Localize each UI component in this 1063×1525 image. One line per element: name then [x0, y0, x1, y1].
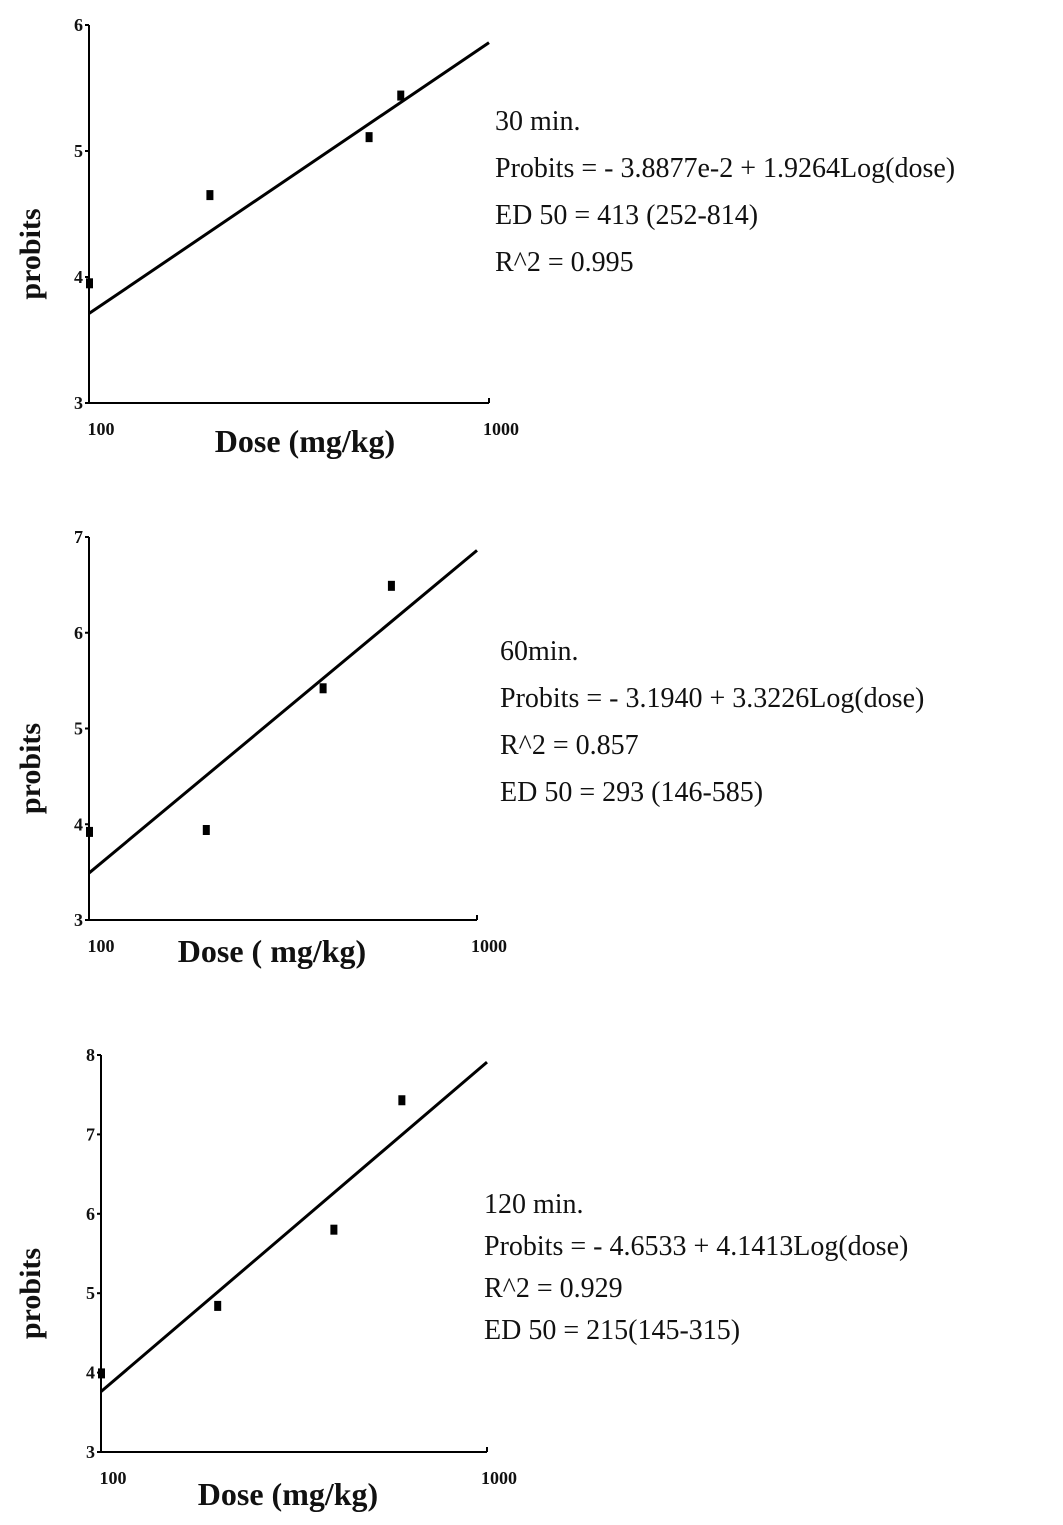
- data-point: [320, 683, 327, 693]
- annotation: 60min.: [500, 636, 579, 667]
- annotation: 120 min.: [484, 1189, 584, 1220]
- y-tick-label: 8: [86, 1045, 95, 1065]
- data-point: [86, 827, 93, 837]
- x-tick-label: 100: [88, 419, 115, 439]
- figure: 3 4 5 6 100 1000 Dose (mg/kg) probits 30 min. Pro…: [0, 0, 1063, 1525]
- annotation: Probits = - 3.8877e-2 + 1.9264Log(dose): [495, 153, 955, 184]
- fit-line: [89, 550, 477, 873]
- data-point: [366, 132, 373, 142]
- page: 3 4 5 6 100 1000 Dose (mg/kg) probits 30 min. Pro…: [0, 0, 1063, 1525]
- x-tick-label: 1000: [471, 936, 507, 956]
- y-tick-label: 6: [74, 623, 83, 643]
- y-tick-label: 5: [74, 141, 83, 161]
- annotation: Probits = - 3.1940 + 3.3226Log(dose): [500, 683, 924, 714]
- data-point: [330, 1225, 337, 1235]
- y-axis-title: probits: [14, 723, 47, 814]
- x-tick-label: 100: [100, 1468, 127, 1488]
- annotation: 30 min.: [495, 106, 581, 137]
- y-axis-title: probits: [14, 1248, 47, 1339]
- x-tick-label: 100: [88, 936, 115, 956]
- data-point: [98, 1368, 105, 1378]
- x-axis-title: Dose ( mg/kg): [178, 933, 366, 969]
- y-tick-label: 5: [86, 1283, 95, 1303]
- data-point: [398, 1095, 405, 1105]
- x-tick-label: 1000: [481, 1468, 517, 1488]
- x-axis-title: Dose (mg/kg): [198, 1476, 378, 1512]
- y-tick-label: 4: [74, 814, 83, 834]
- data-point: [206, 190, 213, 200]
- annotation: Probits = - 4.6533 + 4.1413Log(dose): [484, 1231, 908, 1262]
- y-tick-label: 6: [86, 1204, 95, 1224]
- fit-line: [101, 1062, 487, 1392]
- y-tick-label: 4: [86, 1363, 95, 1383]
- x-tick-label: 1000: [483, 419, 519, 439]
- y-tick-label: 3: [74, 393, 83, 413]
- fit-line: [89, 43, 489, 314]
- annotation: R^2 = 0.995: [495, 247, 634, 278]
- y-tick-label: 7: [86, 1124, 95, 1144]
- annotation: ED 50 = 215(145-315): [484, 1315, 740, 1346]
- y-tick-label: 6: [74, 15, 83, 35]
- y-tick-label: 3: [86, 1442, 95, 1462]
- y-tick-label: 3: [74, 910, 83, 930]
- data-point: [388, 581, 395, 591]
- data-point: [203, 825, 210, 835]
- y-tick-label: 7: [74, 527, 83, 547]
- y-axis-title: probits: [14, 208, 47, 299]
- annotation: ED 50 = 413 (252-814): [495, 200, 758, 231]
- data-point: [86, 278, 93, 288]
- x-axis-title: Dose (mg/kg): [215, 423, 395, 459]
- annotation: R^2 = 0.857: [500, 730, 639, 761]
- data-point: [214, 1301, 221, 1311]
- y-tick-label: 5: [74, 719, 83, 739]
- annotation: ED 50 = 293 (146-585): [500, 777, 763, 808]
- y-tick-label: 4: [74, 267, 83, 287]
- annotation: R^2 = 0.929: [484, 1273, 623, 1304]
